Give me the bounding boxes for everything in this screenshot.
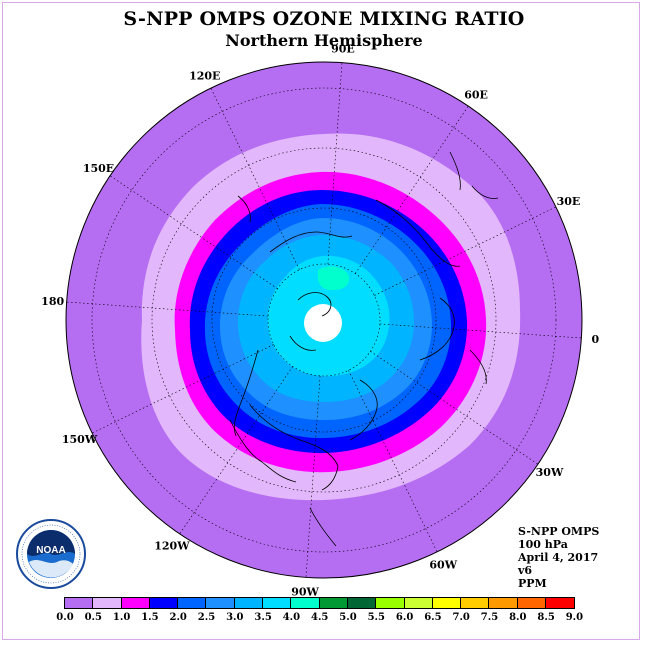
meridian-line: [374, 206, 557, 296]
color-scale-swatch: [489, 598, 518, 608]
meridian-line: [91, 344, 274, 434]
color-scale-swatch: [461, 598, 490, 608]
version-label: v6: [518, 564, 533, 577]
color-scale-tick-label: 4.5: [310, 612, 329, 623]
color-scale-tick-label: 8.0: [509, 612, 527, 623]
map-border: [65, 61, 583, 579]
longitude-label: 90E: [331, 43, 355, 56]
noaa-logo: NOAA: [15, 518, 87, 590]
color-scale-tick-label: 6.5: [424, 612, 442, 623]
color-scale-tick-label: 0.5: [84, 612, 102, 623]
map-title: S-NPP OMPS OZONE MIXING RATIO: [123, 8, 525, 30]
color-scale-swatch: [65, 598, 94, 608]
svg-text:NOAA: NOAA: [36, 545, 65, 556]
ozone-zone-4.0-4.5: [317, 266, 350, 291]
instrument-label: S-NPP OMPS: [518, 525, 600, 538]
color-scale-swatch: [546, 598, 575, 608]
units-label: PPM: [518, 577, 547, 590]
color-scale-tick-label: 7.5: [480, 612, 499, 623]
map-subtitle: Northern Hemisphere: [225, 31, 423, 50]
longitude-label: 150E: [83, 162, 114, 175]
color-scale-tick-label: 1.0: [112, 612, 131, 623]
longitude-label: 120E: [189, 70, 220, 83]
color-scale-swatch: [121, 598, 150, 608]
color-scale-bar: [64, 597, 576, 609]
meridian-lines: [66, 62, 582, 578]
meridian-line: [179, 366, 293, 535]
graticule: [91, 87, 557, 553]
longitude-label: 60E: [464, 89, 488, 102]
date-label: April 4, 2017: [518, 551, 599, 564]
meridian-line: [370, 351, 539, 465]
color-scale-swatch: [93, 598, 122, 608]
color-scale-tick-label: 0.0: [56, 612, 74, 623]
longitude-label: 180: [41, 295, 64, 308]
color-scale-swatch: [347, 598, 377, 608]
metadata-block: S-NPP OMPS 100 hPa April 4, 2017 v6 PPM: [518, 525, 599, 590]
meridian-line: [66, 301, 269, 317]
longitude-labels: 90E 60E 30E 0 30W 60W 90W 120W 150W 180 150E 120E: [41, 43, 599, 599]
color-scale-tick-label: 5.0: [339, 612, 357, 623]
color-scale-swatch: [234, 598, 264, 608]
pole-no-data-area: [304, 304, 342, 342]
color-scale-swatch: [149, 598, 179, 608]
longitude-label: 30W: [536, 466, 564, 479]
color-scale-swatch: [432, 598, 462, 608]
color-scale-swatch: [291, 598, 320, 608]
longitude-label: 90W: [291, 585, 319, 598]
meridian-line: [210, 87, 300, 270]
longitude-label: 120W: [154, 539, 190, 552]
color-scale-swatch: [178, 598, 207, 608]
color-scale-tick-label: 4.0: [282, 612, 301, 623]
color-scale-tick-label: 5.5: [367, 612, 385, 623]
meridian-line: [355, 105, 469, 274]
meridian-line: [327, 62, 343, 265]
figure-frame: [2, 2, 640, 640]
color-scale-tick-label: 3.5: [254, 612, 272, 623]
color-scale-tick-label: 1.5: [141, 612, 159, 623]
color-scale-swatch: [376, 598, 405, 608]
longitude-label: 30E: [557, 195, 581, 208]
color-scale-tick-label: 3.0: [226, 612, 244, 623]
meridian-line: [305, 375, 321, 578]
color-scale-swatch: [206, 598, 235, 608]
color-scale-tick-label: 6.0: [395, 612, 414, 623]
pressure-level-label: 100 hPa: [518, 538, 568, 551]
color-scale-tick-label: 8.5: [537, 612, 555, 623]
meridian-line: [379, 323, 582, 339]
meridian-line: [348, 370, 438, 553]
color-scale-tick-label: 9.0: [565, 612, 584, 623]
longitude-label: 0: [592, 333, 600, 346]
color-scale-swatch: [319, 598, 348, 608]
longitude-label: 150W: [62, 433, 98, 446]
color-scale-swatch: [404, 598, 433, 608]
color-scale-swatch: [263, 598, 292, 608]
color-scale-tick-label: 2.0: [169, 612, 187, 623]
color-scale-tick-label: 2.5: [197, 612, 216, 623]
longitude-label: 60W: [429, 558, 457, 571]
color-scale-tick-label: 7.0: [452, 612, 470, 623]
coastlines: [229, 151, 499, 547]
meridian-line: [109, 175, 278, 289]
color-scale-swatch: [517, 598, 547, 608]
